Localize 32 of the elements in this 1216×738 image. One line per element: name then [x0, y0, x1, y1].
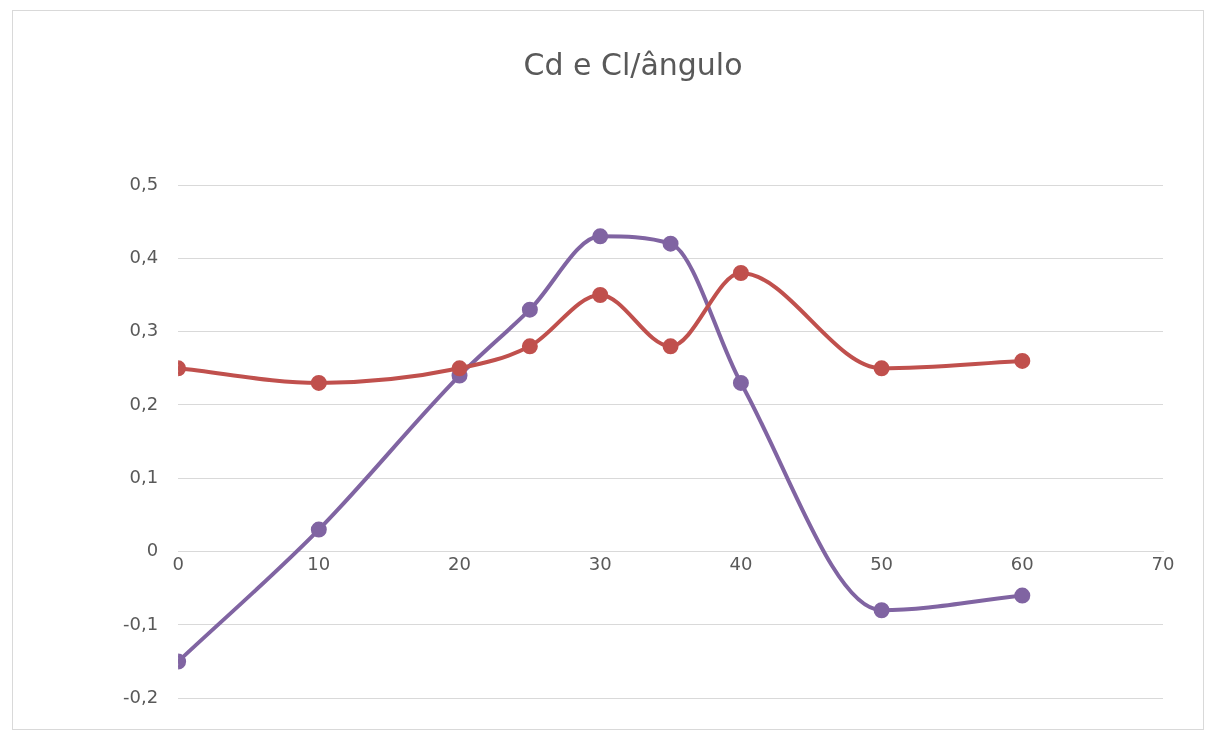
y-tick-label: 0,1 — [129, 465, 159, 487]
point — [1014, 352, 1031, 369]
y-tick-label: 0,4 — [129, 245, 159, 267]
point — [732, 264, 749, 281]
point — [1014, 587, 1031, 604]
chart-title: Cd e Cl/ângulo — [523, 46, 743, 82]
x-tick-label: 40 — [729, 553, 753, 575]
point — [521, 338, 538, 355]
x-tick-label: 50 — [870, 553, 894, 575]
x-tick-label: 60 — [1010, 553, 1034, 575]
point — [873, 602, 890, 619]
y-tick-label: 0,5 — [129, 172, 159, 194]
y-tick-label: 0 — [146, 539, 159, 561]
point — [592, 286, 609, 303]
point — [873, 360, 890, 377]
y-tick-label: 0,3 — [129, 319, 159, 341]
point — [732, 374, 749, 391]
x-tick-label: 0 — [172, 553, 184, 575]
x-tick-label: 20 — [448, 553, 471, 575]
point — [662, 338, 679, 355]
point — [521, 301, 538, 318]
point — [662, 235, 679, 252]
point — [310, 521, 327, 538]
y-tick-label: -0,1 — [123, 612, 159, 634]
point — [451, 360, 468, 377]
y-tick-label: -0,2 — [123, 685, 159, 707]
x-tick-label: 30 — [588, 553, 612, 575]
y-tick-label: 0,2 — [129, 392, 159, 414]
point — [310, 374, 327, 391]
x-tick-label: 70 — [1151, 553, 1175, 575]
x-tick-label: 10 — [307, 553, 331, 575]
point — [592, 228, 609, 245]
